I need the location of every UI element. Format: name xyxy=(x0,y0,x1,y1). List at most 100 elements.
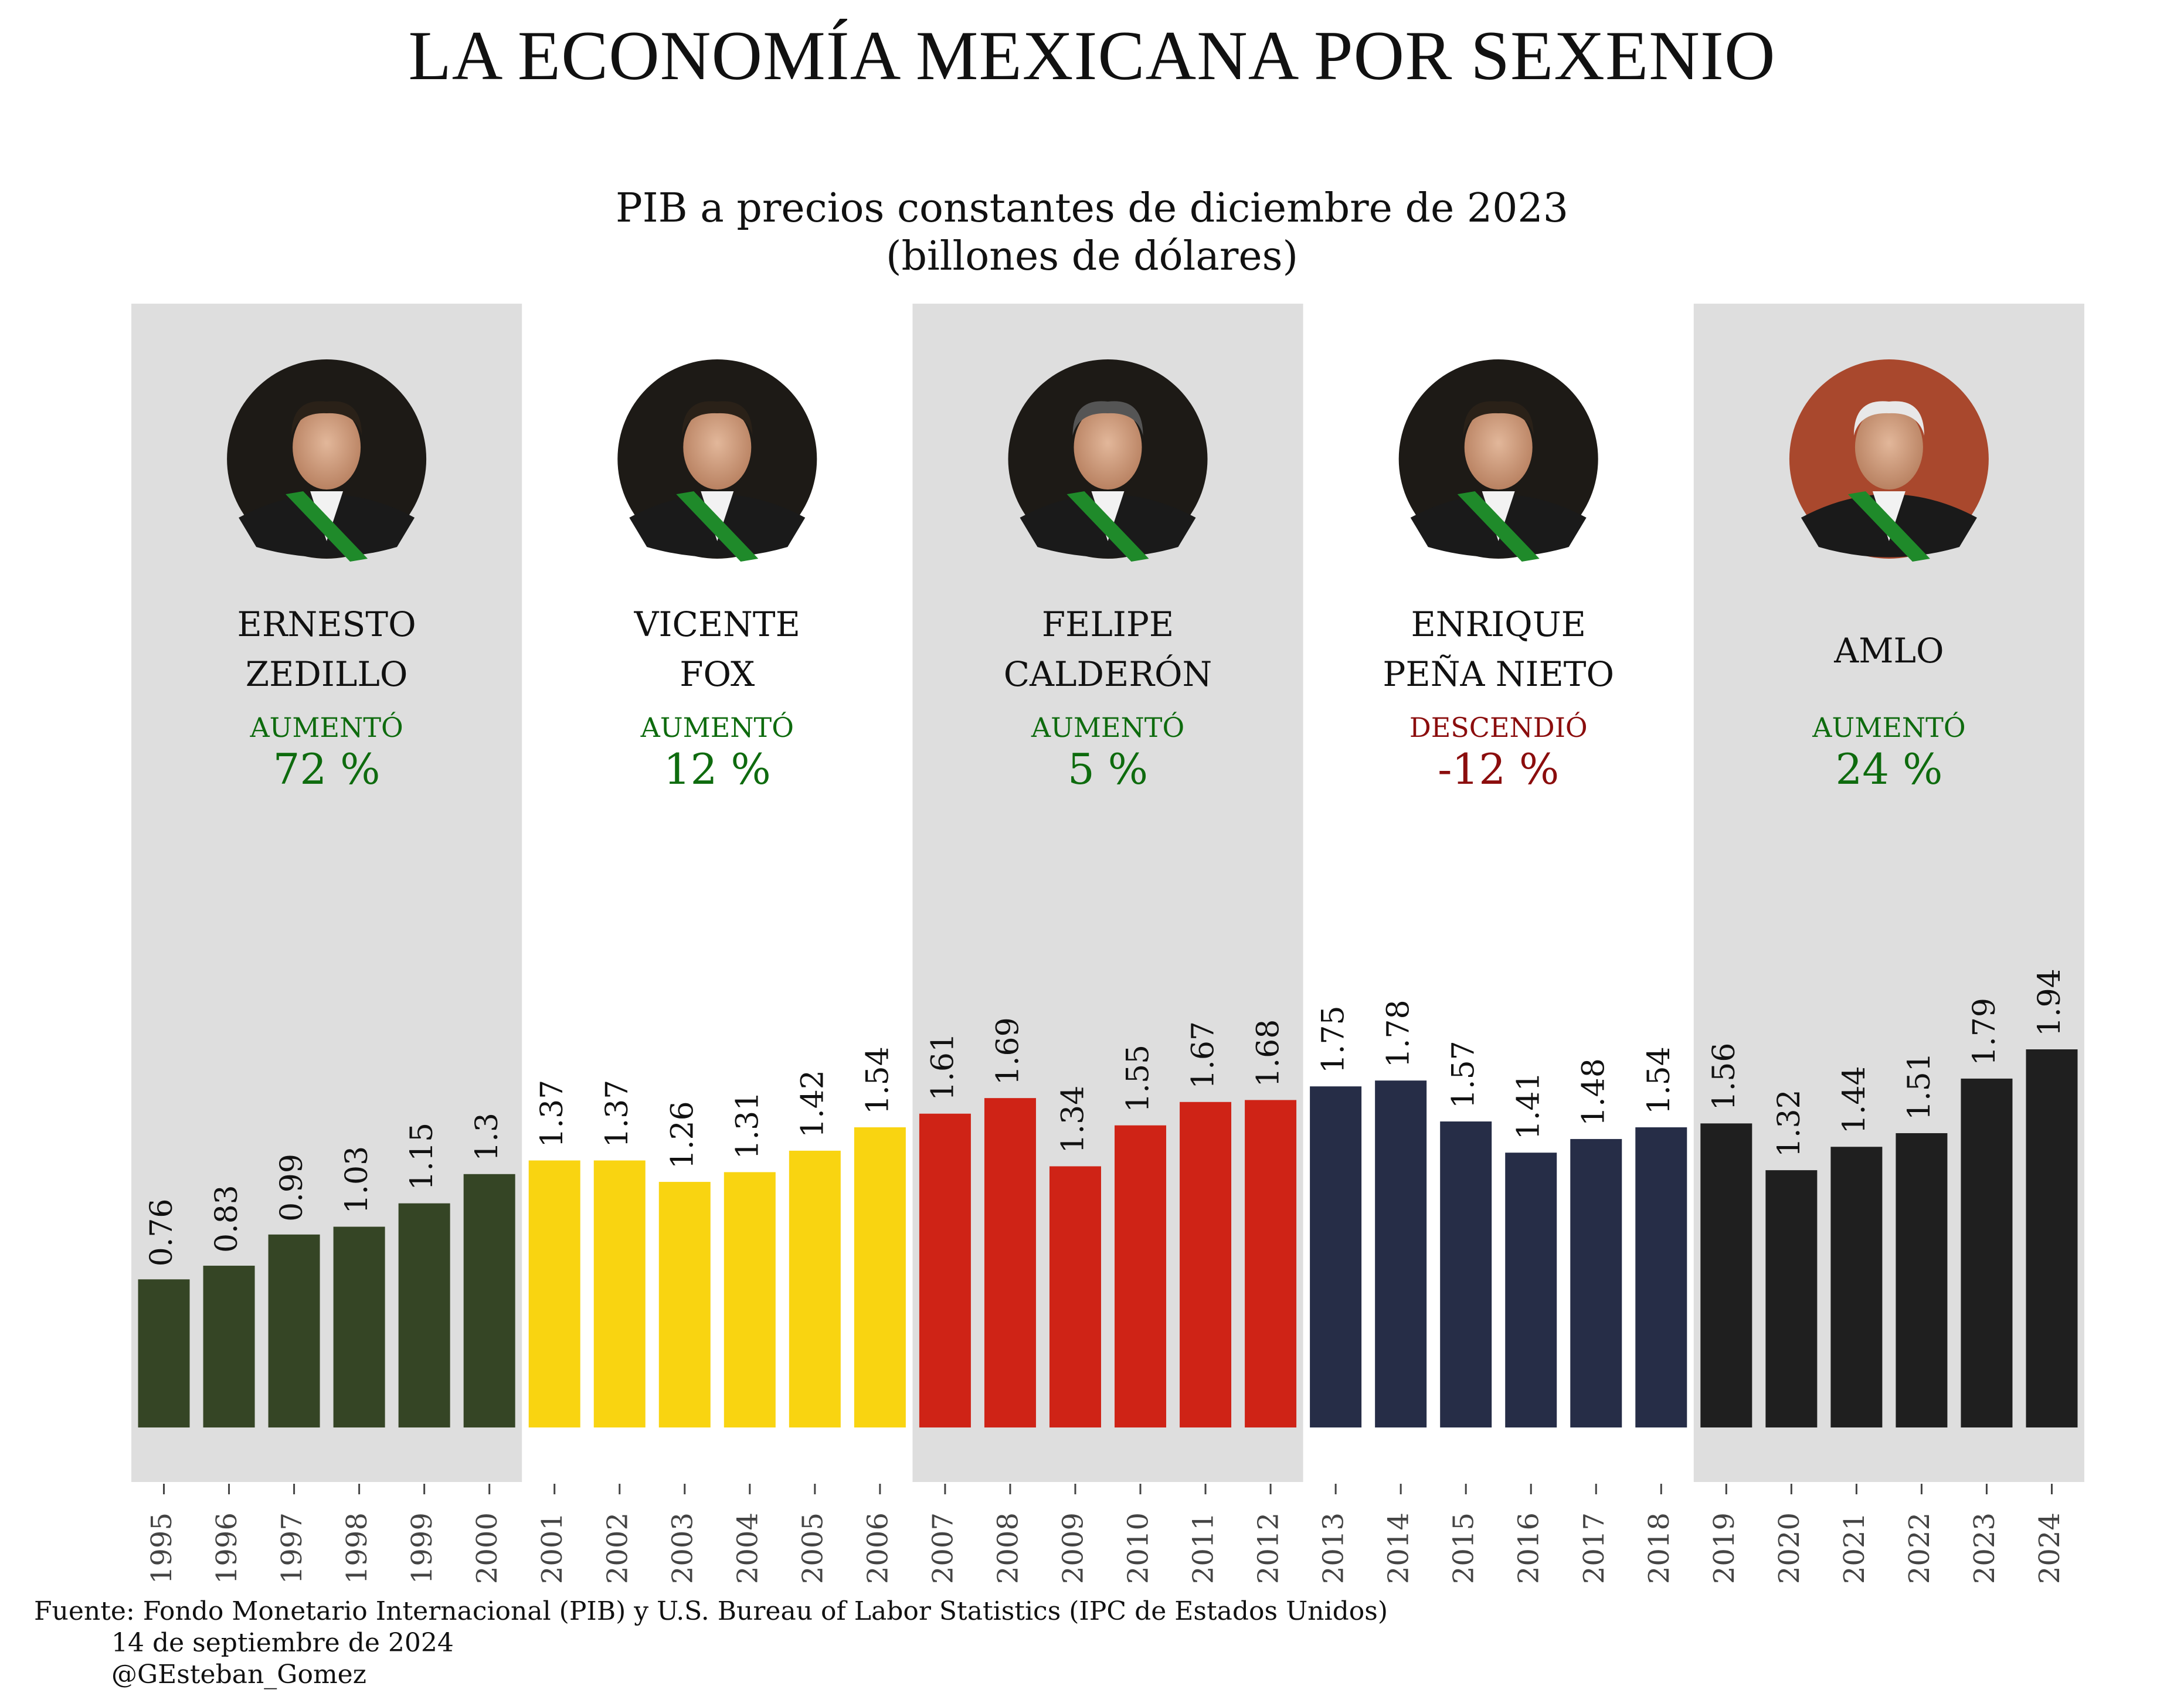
bar xyxy=(333,1226,385,1427)
bar xyxy=(2026,1049,2078,1427)
x-tick-label: 2000 xyxy=(471,1512,504,1584)
data-label: 1.94 xyxy=(2032,968,2067,1036)
bar xyxy=(1830,1147,1883,1427)
bar xyxy=(919,1113,971,1427)
portrait-calderon-icon xyxy=(1008,359,1208,562)
data-label: 1.69 xyxy=(990,1017,1025,1085)
data-label: 1.75 xyxy=(1316,1005,1351,1073)
portrait-sash xyxy=(1847,491,1930,562)
data-label: 1.26 xyxy=(665,1101,700,1169)
data-label: 0.76 xyxy=(144,1199,179,1267)
x-tick-label: 2024 xyxy=(2033,1512,2066,1584)
x-tick-label: 1998 xyxy=(341,1512,373,1584)
x-tick-label: 2019 xyxy=(1708,1512,1741,1584)
x-tick-label: 2007 xyxy=(926,1512,959,1584)
president-name-line-2: CALDERÓN xyxy=(1004,654,1212,694)
data-label: 1.68 xyxy=(1251,1019,1286,1087)
x-tick-label: 1997 xyxy=(276,1512,308,1584)
bar xyxy=(1896,1133,1948,1427)
bar xyxy=(789,1150,841,1427)
x-tick-label: 2018 xyxy=(1643,1512,1676,1584)
bar xyxy=(1180,1102,1232,1427)
data-label: 1.57 xyxy=(1446,1041,1482,1109)
data-label: 0.83 xyxy=(209,1185,244,1253)
x-tick-label: 2014 xyxy=(1383,1512,1415,1584)
bar xyxy=(854,1127,906,1427)
change-value: 5 % xyxy=(1068,745,1148,794)
bar xyxy=(1310,1086,1362,1427)
x-tick-label: 2010 xyxy=(1122,1512,1155,1584)
bar xyxy=(1570,1138,1622,1427)
x-tick-label: 2021 xyxy=(1838,1512,1871,1584)
data-label: 1.51 xyxy=(1902,1052,1937,1120)
subtitle-line-1: PIB a precios constantes de diciembre de… xyxy=(616,185,1568,232)
portrait-hair xyxy=(291,401,362,436)
bar xyxy=(1700,1123,1752,1427)
change-label: AUMENTÓ xyxy=(249,711,403,743)
portrait-fox-icon xyxy=(617,359,817,562)
bar xyxy=(593,1160,646,1427)
data-label: 1.79 xyxy=(1967,998,2002,1066)
date-text: 14 de septiembre de 2024 xyxy=(111,1628,454,1658)
source-text: Fuente: Fondo Monetario Internacional (P… xyxy=(34,1596,1388,1626)
data-label: 1.41 xyxy=(1512,1072,1547,1140)
bar xyxy=(658,1182,711,1427)
president-name-line-2: ZEDILLO xyxy=(246,654,408,694)
data-label: 1.37 xyxy=(600,1080,635,1148)
portrait-hair xyxy=(682,401,753,436)
bar xyxy=(1635,1127,1687,1427)
data-label: 1.15 xyxy=(405,1123,440,1191)
bar xyxy=(268,1234,320,1427)
x-tick-label: 2013 xyxy=(1317,1512,1350,1584)
data-label: 1.54 xyxy=(1642,1046,1677,1114)
president-name-line-1: VICENTE xyxy=(634,604,800,644)
bar xyxy=(528,1160,580,1427)
portrait-face xyxy=(683,405,752,490)
data-label: 1.03 xyxy=(339,1146,375,1214)
portrait-sash xyxy=(1457,491,1540,562)
bar xyxy=(1245,1100,1297,1427)
change-label: DESCENDIÓ xyxy=(1409,711,1588,743)
portrait-pena-nieto-icon xyxy=(1398,359,1598,562)
data-label: 1.61 xyxy=(925,1033,960,1101)
x-tick-label: 2002 xyxy=(601,1512,634,1584)
author-handle: @GEsteban_Gomez xyxy=(111,1660,366,1690)
bar xyxy=(724,1172,776,1427)
bar xyxy=(1765,1170,1818,1427)
portrait-sash xyxy=(286,491,368,562)
president-name-line-1: ERNESTO xyxy=(237,604,416,644)
change-value: 12 % xyxy=(664,745,771,794)
president-name-line-1: FELIPE xyxy=(1042,604,1174,644)
x-tick-label: 2001 xyxy=(536,1512,569,1584)
x-tick-label: 2009 xyxy=(1057,1512,1089,1584)
x-tick-label: 2008 xyxy=(991,1512,1024,1584)
bar xyxy=(1961,1078,2013,1427)
x-tick-label: 2023 xyxy=(1968,1512,2001,1584)
data-label: 1.48 xyxy=(1577,1058,1612,1126)
president-name-line-2: FOX xyxy=(680,654,755,694)
change-label: AUMENTÓ xyxy=(640,711,794,743)
subtitle-line-2: (billones de dólares) xyxy=(885,233,1299,280)
bar xyxy=(1375,1080,1427,1427)
data-label: 1.78 xyxy=(1381,1000,1417,1068)
x-tick-label: 2003 xyxy=(666,1512,699,1584)
portrait-hair xyxy=(1072,401,1143,436)
portrait-sash xyxy=(676,491,759,562)
president-name-line-2: PEÑA NIETO xyxy=(1383,654,1614,694)
x-tick-label: 1995 xyxy=(145,1512,178,1584)
portrait-sash xyxy=(1066,491,1149,562)
bar xyxy=(1440,1121,1492,1427)
data-label: 1.42 xyxy=(795,1070,830,1138)
portrait-hair xyxy=(1853,401,1924,436)
portrait-amlo-icon xyxy=(1789,359,1989,562)
change-label: AUMENTÓ xyxy=(1031,711,1184,743)
x-tick-label: 2011 xyxy=(1187,1512,1220,1584)
x-tick-label: 2006 xyxy=(861,1512,894,1584)
bar xyxy=(463,1174,515,1427)
data-label: 0.99 xyxy=(274,1154,310,1222)
president-name-line-1: ENRIQUE xyxy=(1411,604,1585,644)
data-label: 1.3 xyxy=(470,1113,505,1161)
portrait-face xyxy=(293,405,361,490)
